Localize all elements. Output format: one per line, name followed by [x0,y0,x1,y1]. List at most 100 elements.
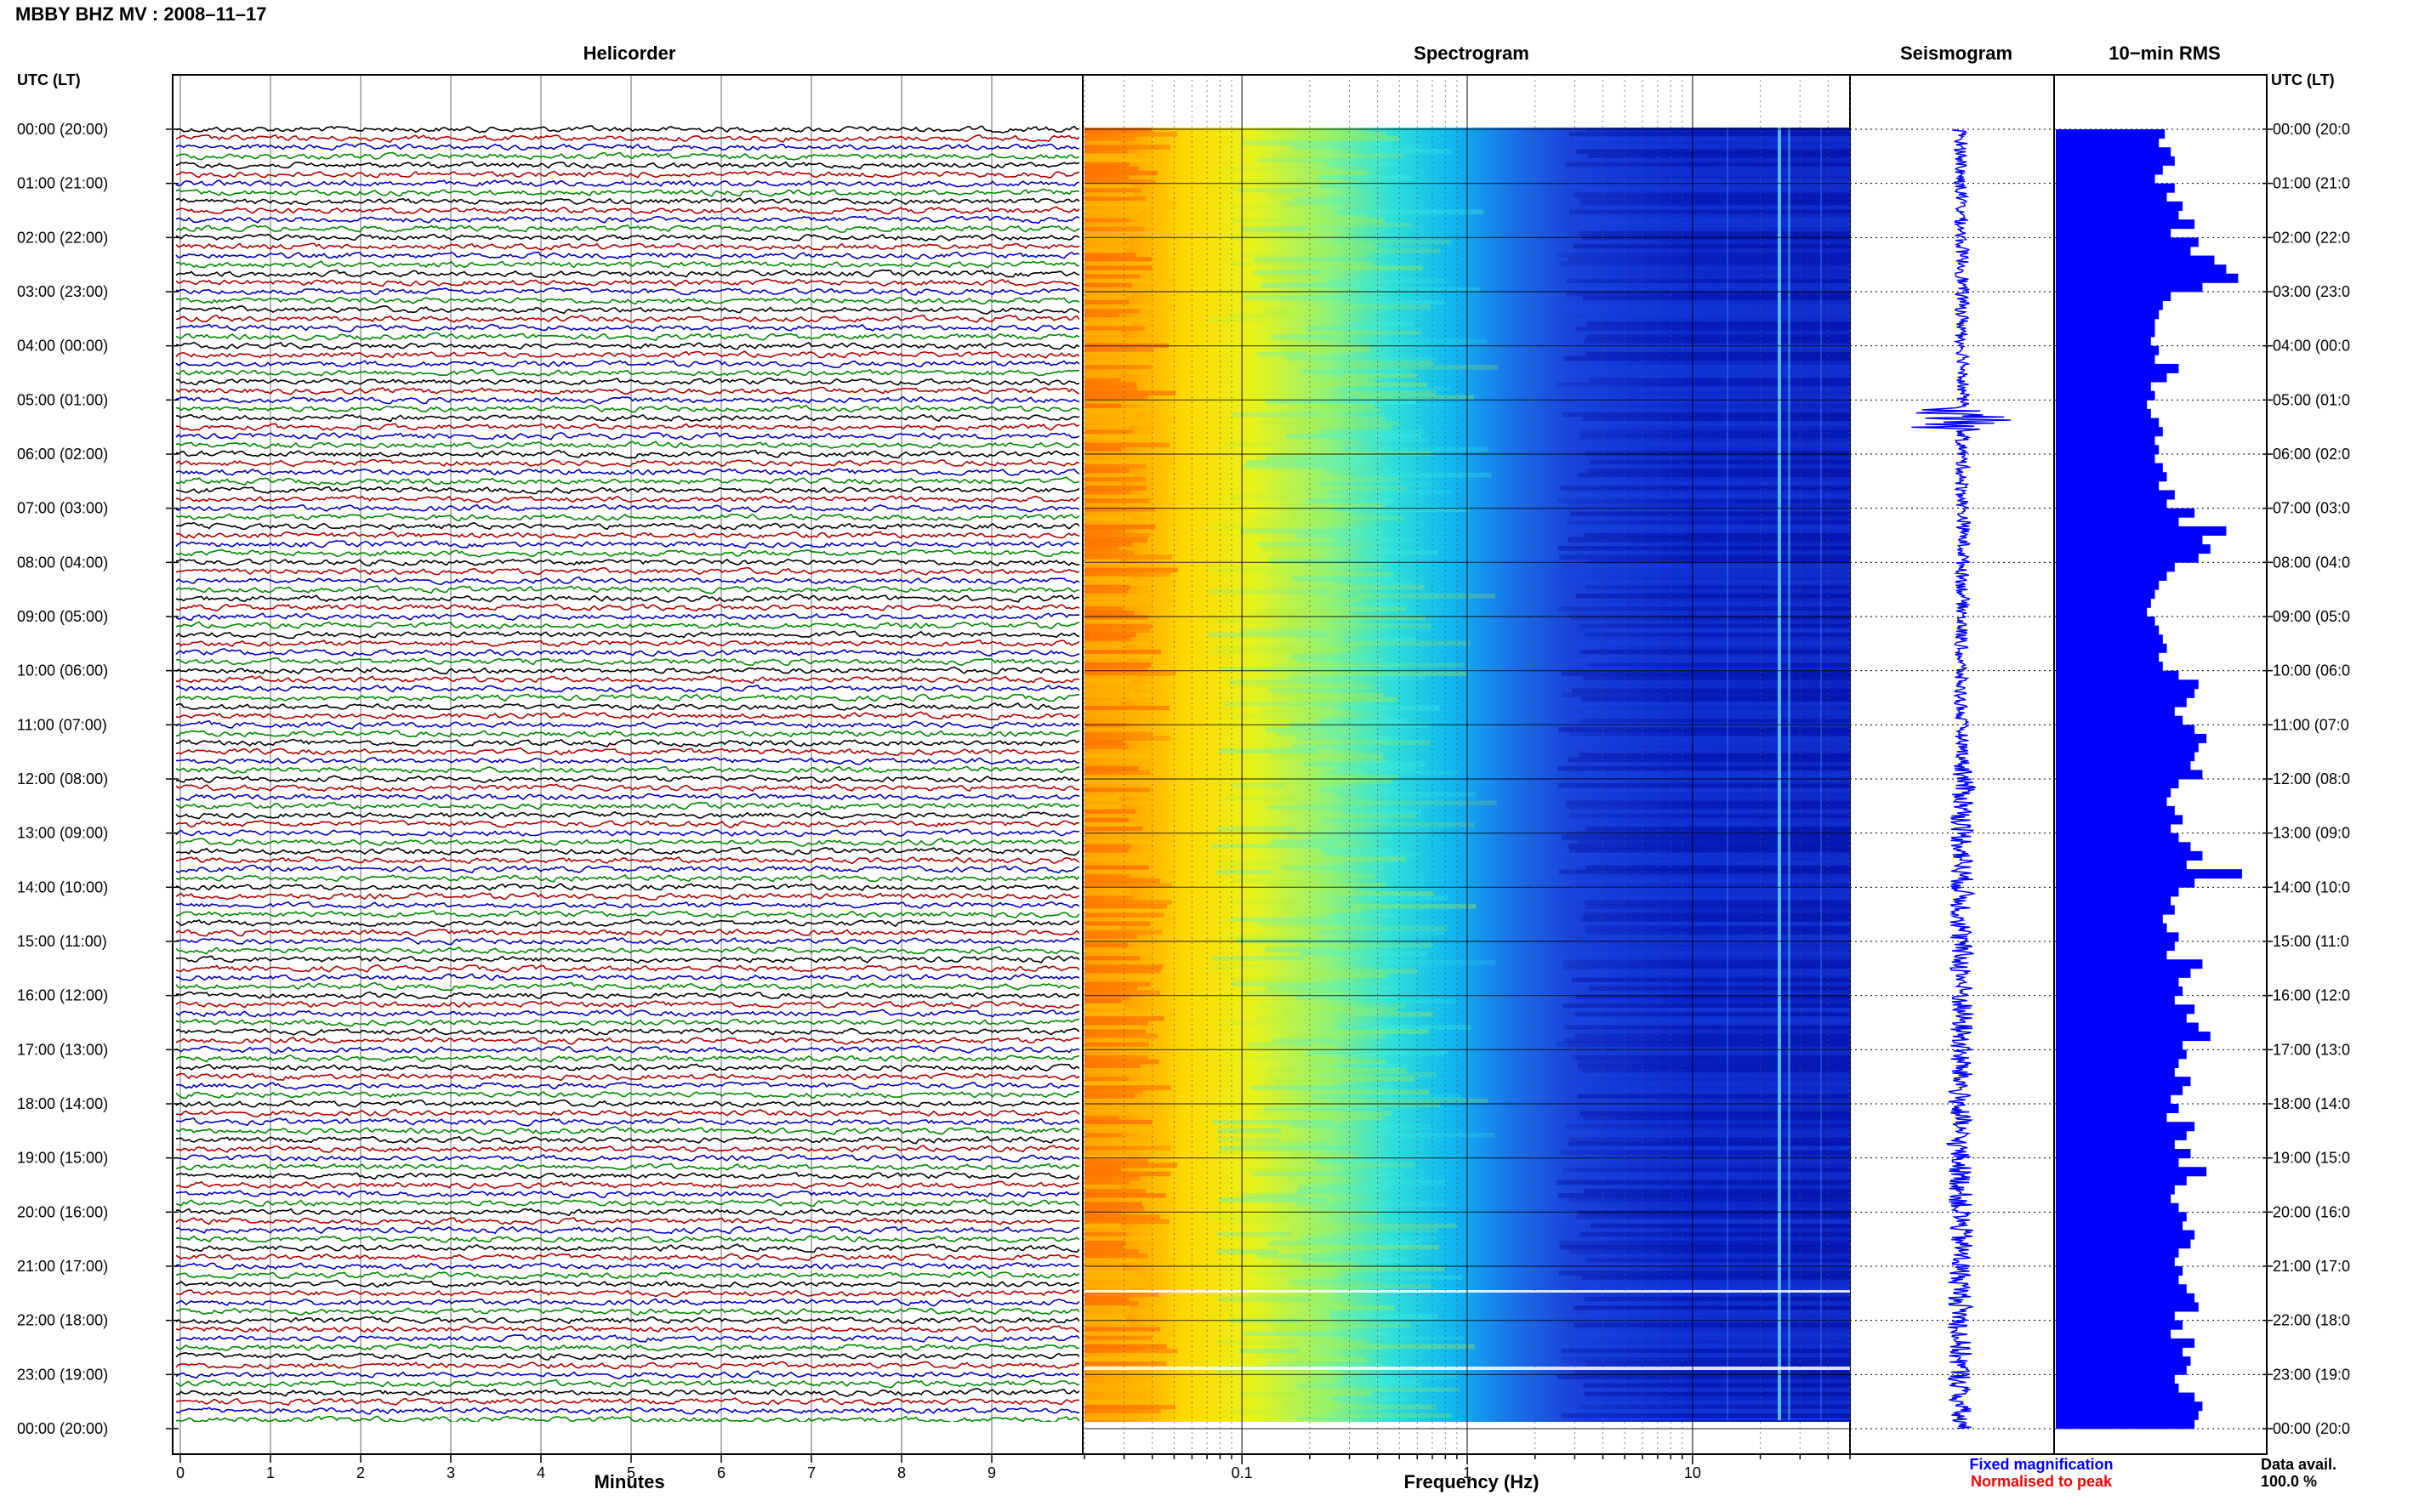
rms-bar [2056,1311,2175,1322]
spectrogram-streak [1256,351,1308,357]
spectrogram-streak [1212,956,1304,961]
rms-bar [2056,697,2187,708]
left-time-label: 13:00 (09:00) [17,825,108,842]
helicorder-trace [175,142,1079,152]
spectrogram-streak [1578,839,1850,844]
spectrogram-streak [1561,1219,1850,1225]
helicorder-grid [179,75,993,1454]
right-time-label: 09:00 (05:0 [2273,608,2350,625]
spectrogram-streak [1343,446,1488,452]
spectrogram-streak [1348,472,1492,478]
rms-bar [2056,833,2179,843]
helicorder-trace [175,584,1079,594]
spectrogram-streak [1272,692,1384,698]
helicorder-trace [175,1243,1079,1253]
right-time-label: 21:00 (17:0 [2273,1258,2350,1275]
helicorder-trace [175,1208,1079,1217]
spectrogram-streak [1289,1244,1439,1250]
right-time-label: 00:00 (20:0 [2273,1420,2350,1437]
rms-bar [2056,390,2155,401]
spectrogram-streak [1336,890,1434,896]
helicorder-trace [175,846,1079,856]
spectrogram-streak [1084,153,1136,159]
spectrogram-streak [1570,1007,1850,1013]
helicorder-trace [175,170,1079,179]
spectrogram-streak [1084,1158,1149,1164]
rms-bar [2056,914,2163,924]
spectrogram-streak [1232,981,1353,987]
spectrogram-streak [1571,615,1850,620]
spectrogram-streak [1346,580,1413,586]
spectrogram-streak [1244,463,1363,469]
left-time-label: 09:00 (05:00) [17,608,108,625]
spectrogram-streak [1588,468,1850,474]
spectrogram-streak [1587,1106,1850,1112]
spectrogram-streak [1084,925,1121,931]
spectrogram-streak [1084,835,1137,840]
spectrogram-streak [1084,446,1122,452]
spectrogram-streak [1587,490,1850,495]
helicorder-trace [175,928,1079,937]
spectrogram-streak [1313,740,1431,745]
helicorder-trace [175,1063,1079,1072]
spectrogram-streak [1297,1383,1421,1388]
spectrogram-streak [1084,157,1154,163]
spectrogram-streak [1084,584,1130,590]
spectrogram-streak [1084,597,1176,603]
helicorder-trace [175,350,1079,359]
helicorder-trace [175,973,1079,982]
spectrogram-streak [1589,459,1850,465]
rms-bar [2056,968,2191,978]
spectrogram-streak [1583,675,1850,680]
spectrogram-streak [1084,895,1133,901]
spectrogram-streak [1580,1404,1850,1410]
spectrogram-streak [1584,934,1850,940]
spectrogram-streak [1561,1356,1850,1362]
spectrogram-streak [1239,1054,1337,1060]
spectrogram-streak [1084,373,1119,378]
spectrogram-streak [1084,278,1176,284]
spectrogram-streak [1084,1171,1171,1177]
spectrogram-streak [1560,1077,1850,1082]
right-time-label: 16:00 (12:0 [2273,987,2350,1004]
spectrogram-streak [1084,1072,1153,1077]
spectrogram-streak [1084,1089,1143,1094]
spectrogram-streak [1557,783,1850,788]
spectrogram-streak [1562,998,1850,1004]
spectrogram-streak [1576,792,1850,797]
spectrogram-streak [1084,550,1135,555]
spectrogram-streak [1344,1374,1459,1379]
spectrogram-streak [1084,338,1152,344]
spectrogram-streak [1585,904,1850,909]
spectrogram-streak [1244,291,1301,297]
spectrogram-streak [1084,1223,1120,1229]
rms-bar [2056,1257,2175,1267]
spectrogram-streak [1581,239,1850,245]
spectrogram-streak [1084,1327,1160,1332]
spectrogram-streak [1084,692,1153,698]
left-time-label: 14:00 (10:00) [17,878,108,895]
spectrogram-streak [1084,1094,1135,1099]
helicorder-trace [175,1378,1079,1389]
rms-bar [2056,1383,2179,1393]
spectrogram-streak [1261,709,1349,715]
spectrogram-streak [1084,1292,1159,1298]
spectrogram-streak [1569,701,1850,707]
spectrogram-streak [1084,1361,1167,1367]
rms-bar [2056,282,2203,293]
helicorder-trace [175,1333,1079,1343]
spectrogram-streak [1084,532,1150,538]
spectrogram-streak [1291,653,1374,659]
spectrogram-streak [1581,455,1850,461]
spectrogram-streak [1558,952,1850,957]
spectrogram-streak [1584,338,1850,344]
spectrogram-streak [1580,434,1850,439]
helicorder-trace [175,360,1079,369]
helicorder-trace [175,819,1079,828]
spectrogram-streak [1291,597,1362,603]
spectrogram-streak [1258,542,1353,547]
spectrogram-streak [1585,451,1850,457]
spectrogram-streak [1084,515,1132,521]
helicorder-trace [176,1081,1079,1090]
spectrogram-streak [1084,1025,1144,1030]
